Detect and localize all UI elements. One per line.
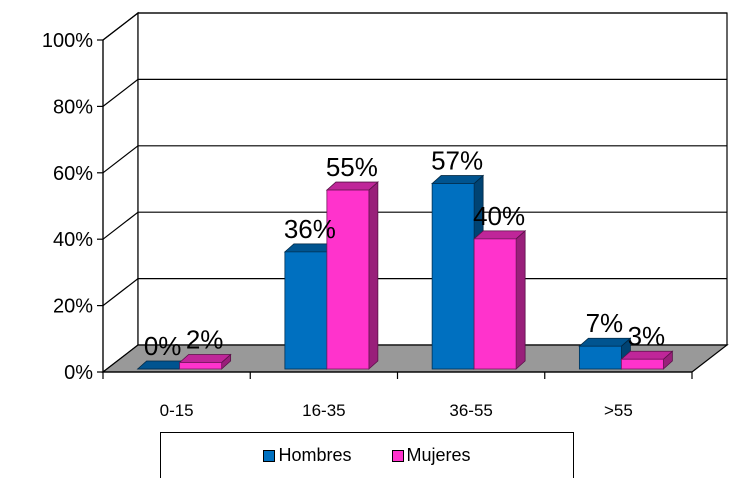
bar-mujeres-3 bbox=[620, 350, 674, 370]
y-tick-label-3: 60% bbox=[53, 163, 93, 185]
bar-front bbox=[578, 345, 622, 370]
chart-walls bbox=[102, 11, 728, 374]
bars bbox=[136, 174, 674, 370]
data-label-mujeres-0: 2% bbox=[186, 324, 224, 354]
gridline-4 bbox=[102, 78, 727, 107]
legend-swatch-hombres bbox=[263, 449, 276, 462]
x-tick-label-0: 0-15 bbox=[160, 401, 194, 420]
bar-top bbox=[178, 354, 232, 363]
x-tick-label-2: 36-55 bbox=[449, 401, 492, 420]
data-label-hombres-3: 7% bbox=[586, 308, 624, 338]
side-wall bbox=[102, 11, 139, 374]
bar-front bbox=[620, 358, 664, 370]
y-tick-label-4: 80% bbox=[53, 96, 93, 118]
bar-hombres-3 bbox=[578, 337, 632, 370]
bar-side bbox=[515, 229, 526, 370]
bar-mujeres-1 bbox=[325, 181, 379, 370]
legend-swatch-mujeres bbox=[391, 449, 404, 462]
data-label-mujeres-3: 3% bbox=[628, 321, 666, 351]
x-tick-label-1: 16-35 bbox=[302, 401, 345, 420]
data-label-hombres-0: 0% bbox=[144, 331, 182, 361]
legend-item-mujeres: Mujeres bbox=[391, 445, 471, 466]
data-label-mujeres-2: 40% bbox=[473, 201, 525, 231]
legend: Hombres Mujeres bbox=[160, 432, 574, 478]
x-tick-label-3: >55 bbox=[604, 401, 633, 420]
y-tick-label-1: 20% bbox=[53, 296, 93, 318]
y-tick-label-2: 40% bbox=[53, 229, 93, 251]
gridline-2 bbox=[102, 211, 727, 240]
bar-top bbox=[325, 181, 379, 191]
y-tick-label-0: 0% bbox=[64, 362, 93, 384]
legend-item-hombres: Hombres bbox=[263, 445, 352, 466]
bar-top bbox=[473, 230, 527, 240]
data-labels: 0% 36% 57% 7% 2% 55% 40% 3% bbox=[144, 146, 665, 361]
bar-chart: 0% 20% 40% 60% 80% 100% 0-15 16-35 36-55 >55 0% 3… bbox=[42, 11, 729, 420]
y-tick-label-5: 100% bbox=[42, 30, 93, 52]
bar-front bbox=[284, 251, 328, 370]
y-axis-ticks: 0% 20% 40% 60% 80% 100% bbox=[42, 30, 103, 384]
legend-label-mujeres: Mujeres bbox=[406, 445, 471, 465]
bar-front bbox=[431, 183, 475, 370]
gridline-5 bbox=[102, 12, 727, 41]
bar-mujeres-2 bbox=[473, 229, 527, 370]
bar-mujeres-0 bbox=[178, 353, 232, 370]
bar-top bbox=[620, 350, 674, 360]
bar-front bbox=[473, 238, 517, 370]
legend-label-hombres: Hombres bbox=[278, 445, 352, 465]
x-axis-ticks: 0-15 16-35 36-55 >55 bbox=[102, 372, 693, 420]
bar-top bbox=[578, 337, 632, 347]
gridlines bbox=[102, 12, 727, 307]
bar-front bbox=[179, 362, 223, 370]
data-label-hombres-2: 57% bbox=[431, 146, 483, 176]
data-label-hombres-1: 36% bbox=[284, 214, 336, 244]
data-label-mujeres-1: 55% bbox=[326, 152, 378, 182]
gridline-3 bbox=[102, 145, 727, 174]
bar-side bbox=[368, 181, 379, 370]
gridline-1 bbox=[102, 278, 727, 307]
bar-top bbox=[431, 175, 485, 184]
bar-front bbox=[326, 189, 370, 370]
